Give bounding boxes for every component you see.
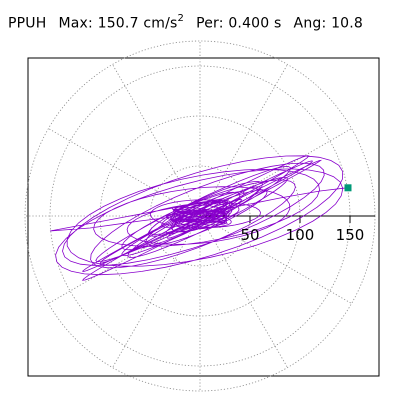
plot-frame bbox=[27, 57, 380, 377]
radial-tick-label: 150 bbox=[336, 226, 365, 244]
ang-value: 10.8 bbox=[331, 15, 364, 32]
radial-tick-label: 50 bbox=[240, 226, 259, 244]
max-point-marker bbox=[344, 184, 352, 192]
grid-spoke bbox=[112, 64, 201, 217]
max-unit-exponent: 2 bbox=[177, 13, 185, 24]
orbit-trace bbox=[49, 155, 349, 281]
radial-tick-label: 100 bbox=[286, 226, 315, 244]
orbit-path bbox=[49, 155, 349, 281]
header: PPUH Max: 150.7 cm/s2 Per: 0.400 s Ang: 10.… bbox=[8, 13, 364, 32]
max-unit: cm/s bbox=[143, 15, 178, 32]
grid-spoke bbox=[199, 215, 352, 304]
grid-spoke bbox=[199, 64, 288, 217]
station-code: PPUH bbox=[8, 15, 47, 32]
per-label: Per: bbox=[196, 15, 224, 32]
max-value: 150.7 bbox=[97, 15, 139, 32]
grid-spoke bbox=[48, 128, 201, 217]
max-label: Max: bbox=[58, 15, 93, 32]
grid-spoke bbox=[199, 128, 352, 217]
ang-label: Ang: bbox=[293, 15, 327, 32]
per-value: 0.400 s bbox=[228, 15, 282, 32]
grid-spoke bbox=[112, 215, 201, 368]
radial-tick-labels: 50 100 150 bbox=[240, 226, 364, 244]
